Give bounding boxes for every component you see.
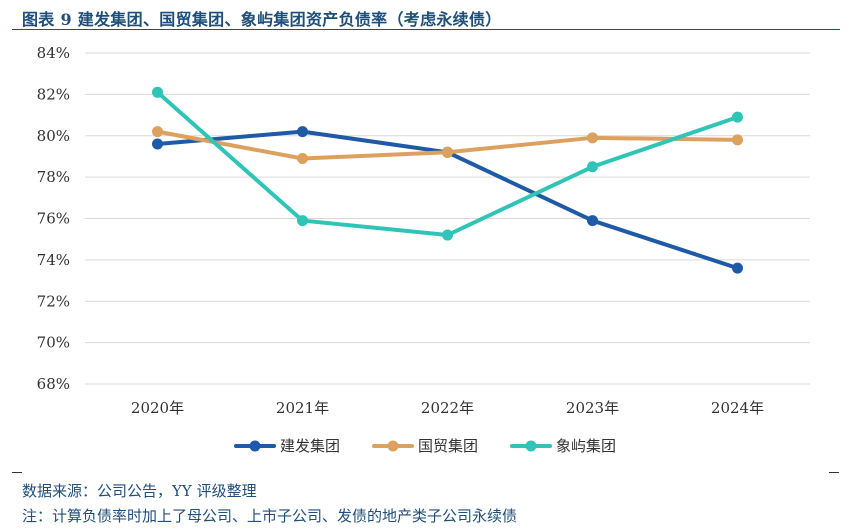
x-tick-label: 2024年 xyxy=(711,399,764,417)
source-note: 数据来源：公司公告，YY 评级整理 xyxy=(22,482,257,500)
gridlines xyxy=(85,52,810,385)
legend: 建发集团 国贸集团 象屿集团 xyxy=(234,437,616,455)
data-point xyxy=(732,262,743,274)
legend-swatch-marker xyxy=(525,440,537,452)
series-lines xyxy=(152,86,743,274)
y-tick-label: 72% xyxy=(37,292,70,310)
figure-title: 图表 9 建发集团、国贸集团、象屿集团资产负债率（考虑永续债） xyxy=(22,10,502,29)
title-divider xyxy=(12,29,840,30)
line-chart: 68%70%72%74%76%78%80%82%84% 2020年 2021年 20… xyxy=(37,44,810,455)
y-tick-label: 78% xyxy=(37,168,70,186)
x-tick-label: 2022年 xyxy=(421,399,474,417)
data-point xyxy=(587,215,598,227)
data-point xyxy=(587,132,598,144)
data-point xyxy=(587,161,598,173)
y-tick-label: 74% xyxy=(37,251,70,269)
data-point xyxy=(297,215,308,227)
data-point xyxy=(297,126,308,138)
x-axis-tick-labels: 2020年 2021年 2022年 2023年 2024年 xyxy=(131,399,764,417)
x-tick-label: 2023年 xyxy=(566,399,619,417)
legend-label: 国贸集团 xyxy=(418,437,478,455)
legend-swatch-marker xyxy=(249,440,261,452)
legend-label: 象屿集团 xyxy=(556,437,616,455)
legend-label: 建发集团 xyxy=(280,437,340,455)
legend-swatch-marker xyxy=(387,440,399,452)
footnote: 注：计算负债率时加上了母公司、上市子公司、发债的地产类子公司永续债 xyxy=(22,507,518,525)
legend-item: 象屿集团 xyxy=(510,437,616,455)
series-2 xyxy=(152,126,743,165)
bottom-rule-left xyxy=(12,472,22,473)
legend-item: 国贸集团 xyxy=(372,437,478,455)
series-line xyxy=(155,90,740,238)
data-point xyxy=(152,86,163,98)
y-tick-label: 82% xyxy=(37,85,70,103)
data-point xyxy=(732,111,743,123)
x-tick-label: 2021年 xyxy=(276,399,329,417)
series-3 xyxy=(152,86,743,241)
data-point xyxy=(442,229,453,241)
y-tick-label: 76% xyxy=(37,210,70,228)
data-point xyxy=(152,126,163,138)
y-tick-label: 80% xyxy=(37,127,70,145)
y-tick-label: 68% xyxy=(37,375,70,393)
data-point xyxy=(152,138,163,150)
y-tick-label: 84% xyxy=(37,44,70,62)
data-point xyxy=(297,153,308,165)
bottom-rule-right xyxy=(829,472,839,473)
y-axis-tick-labels: 68% 70% 72% 74% 76% 78% 80% 82% 84% xyxy=(37,44,70,393)
y-tick-label: 70% xyxy=(37,334,70,352)
legend-item: 建发集团 xyxy=(234,437,340,455)
x-tick-label: 2020年 xyxy=(131,399,184,417)
data-point xyxy=(732,134,743,146)
data-point xyxy=(442,146,453,158)
